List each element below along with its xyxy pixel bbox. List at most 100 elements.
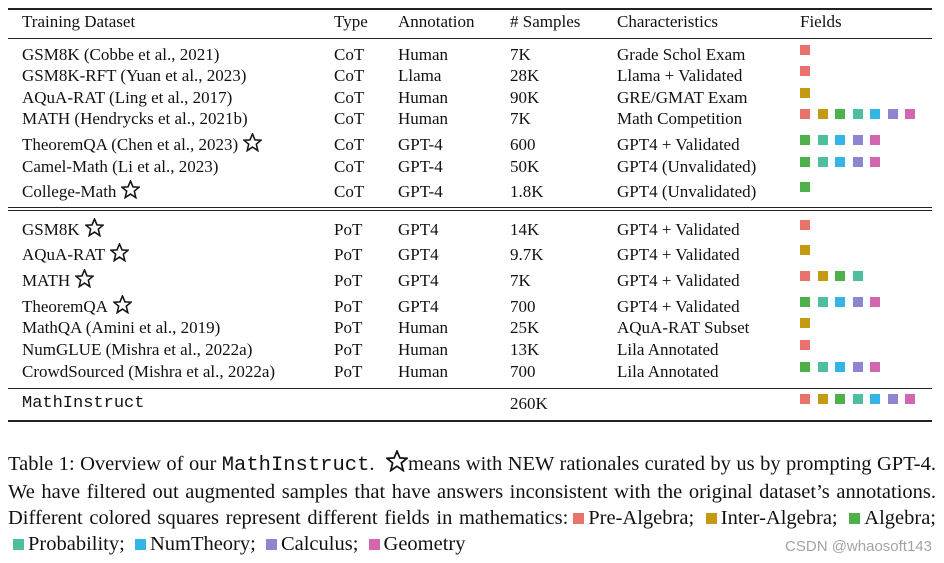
field-square (835, 362, 845, 372)
field-square (800, 220, 810, 230)
field-square (852, 394, 863, 404)
field-square (817, 362, 828, 372)
cell-text: GPT4 + Validated (617, 297, 740, 317)
legend-label: Probability; (28, 533, 125, 555)
cell-text: 7K (510, 109, 531, 129)
cell-text: GPT4 (398, 220, 439, 239)
cell-text: CoT (334, 182, 364, 202)
cell-text: GPT4 (398, 245, 439, 265)
cell-text: PoT (334, 362, 362, 382)
cell-text: PoT (334, 245, 363, 264)
cell-text: Human (398, 340, 449, 359)
field-square (870, 362, 880, 372)
field-square (905, 394, 915, 404)
caption-text: Table 1: Overview of our (8, 453, 222, 475)
cell-text: 7K (510, 271, 531, 290)
field-square (817, 157, 828, 167)
cell-text: GPT4 (398, 271, 439, 290)
field-square (835, 271, 845, 281)
field-square (905, 109, 915, 119)
cell-text: 9.7K (510, 245, 544, 265)
group-rule (8, 207, 932, 208)
field-square (852, 297, 863, 307)
caption: Table 1: Overview of our MathInstruct. m… (8, 448, 936, 557)
cell-text: MATH (22, 271, 71, 290)
cell-text: GPT4 + Validated (617, 220, 740, 240)
field-square (852, 157, 863, 167)
field-square (817, 297, 828, 307)
cell-text: TheoremQA (Chen et al., 2023) (22, 135, 239, 154)
cell-text: CoT (334, 109, 364, 129)
fields (800, 182, 810, 192)
field-square (817, 135, 828, 145)
field-square (800, 340, 810, 350)
cell-text: GPT-4 (398, 135, 443, 154)
fields (800, 220, 810, 230)
cell-text: 700 (510, 362, 536, 382)
fields (800, 88, 810, 98)
field-square (800, 362, 810, 372)
header-rule (8, 38, 932, 39)
field-square (800, 45, 810, 55)
field-square (835, 297, 845, 307)
field-square (817, 109, 828, 119)
cell-text: PoT (334, 271, 362, 291)
caption-text: . (369, 453, 375, 475)
cell-text: GSM8K (22, 220, 80, 239)
dataset-name: AQuA-RAT (22, 242, 130, 265)
cell-text: Human (398, 109, 448, 129)
cell-text: 1.8K (510, 182, 544, 201)
cell-text: CoT (334, 66, 365, 85)
fields (800, 394, 915, 404)
cell-text: Human (398, 88, 448, 108)
cell-text: Llama + Validated (617, 66, 742, 86)
fields (800, 157, 880, 167)
field-square (870, 157, 880, 167)
fields (800, 245, 810, 255)
cell-text: GPT4 (Unvalidated) (617, 182, 757, 201)
field-square (800, 394, 810, 404)
cell-text: 25K (510, 318, 540, 337)
cell-text: Human (398, 318, 449, 337)
field-square (887, 109, 898, 119)
cell-text: Human (398, 340, 448, 360)
dataset-name: MATH (22, 268, 95, 291)
cell-text: Lila Annotated (617, 340, 719, 360)
dataset-name: CrowdSourced (Mishra et al., 2022a) (22, 362, 275, 382)
cell-text: GPT-4 (398, 135, 443, 155)
column-header: Training Dataset (22, 12, 136, 31)
cell-text: Grade Schol Exam (617, 45, 745, 65)
field-square (817, 394, 828, 404)
column-header: Fields (800, 12, 842, 31)
bottom-rule (8, 420, 932, 422)
cell-text: Human (398, 362, 449, 381)
cell-text: Camel-Math (Li et al., 2023) (22, 157, 219, 176)
cell-text: CoT (334, 157, 364, 177)
cell-text: CoT (334, 182, 365, 201)
cell-text: 7K (510, 109, 531, 128)
fields (800, 340, 810, 350)
dataset-name: TheoremQA (Chen et al., 2023) (22, 132, 263, 155)
cell-text: Human (398, 109, 449, 128)
fields (800, 109, 915, 119)
cell-text: GPT4 + Validated (617, 245, 740, 264)
cell-text: AQuA-RAT Subset (617, 318, 750, 337)
legend-square (705, 513, 717, 524)
legend-label: Geometry (383, 533, 466, 555)
cell-text: AQuA-RAT (22, 245, 106, 264)
cell-text: Human (398, 45, 448, 65)
total-rule (8, 388, 932, 389)
watermark: CSDN @whaosoft143 (785, 538, 932, 555)
cell-text: PoT (334, 271, 363, 290)
cell-text: PoT (334, 297, 363, 316)
cell-text: GSM8K (Cobbe et al., 2021) (22, 45, 220, 64)
legend-label: Pre-Algebra; (588, 507, 695, 529)
cell-text: 13K (510, 340, 539, 360)
field-square (852, 135, 863, 145)
field-square (852, 271, 863, 281)
field-square (887, 394, 898, 404)
cell-text: Lila Annotated (617, 340, 719, 359)
field-square (800, 182, 810, 192)
dataset-name: AQuA-RAT (Ling et al., 2017) (22, 88, 232, 108)
